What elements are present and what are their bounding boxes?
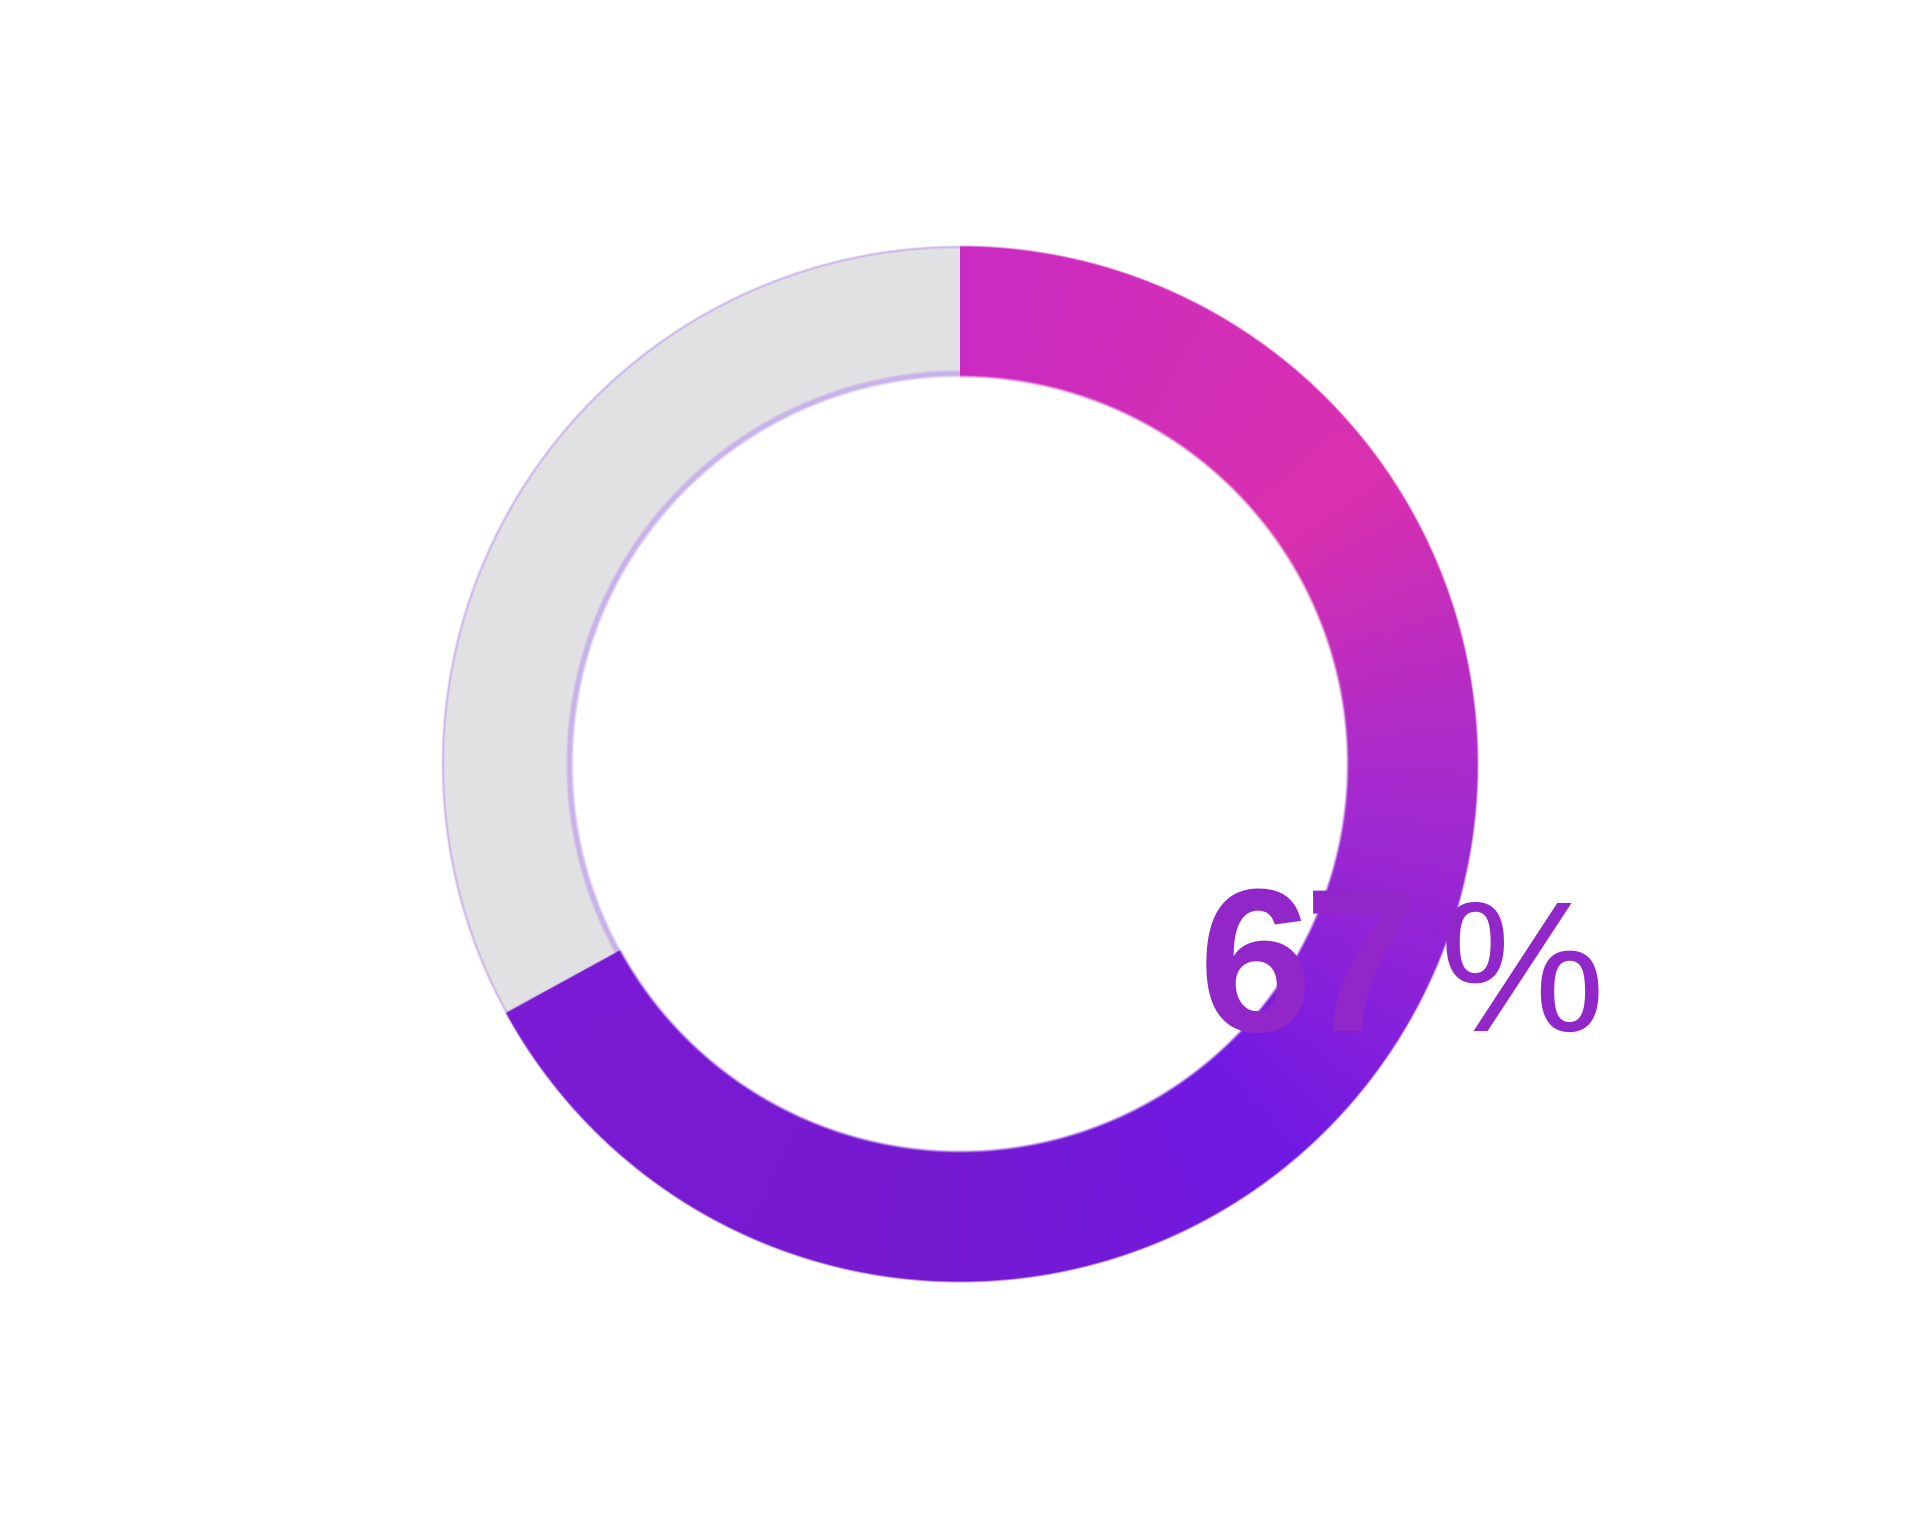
donut-chart: 67% [441, 245, 1605, 1283]
percent-sign-icon: % [1439, 864, 1606, 1071]
progress-ring-track [441, 245, 1479, 1283]
percentage-value: 67 [1198, 847, 1418, 1075]
percentage-label: 67% [1199, 859, 1605, 1129]
